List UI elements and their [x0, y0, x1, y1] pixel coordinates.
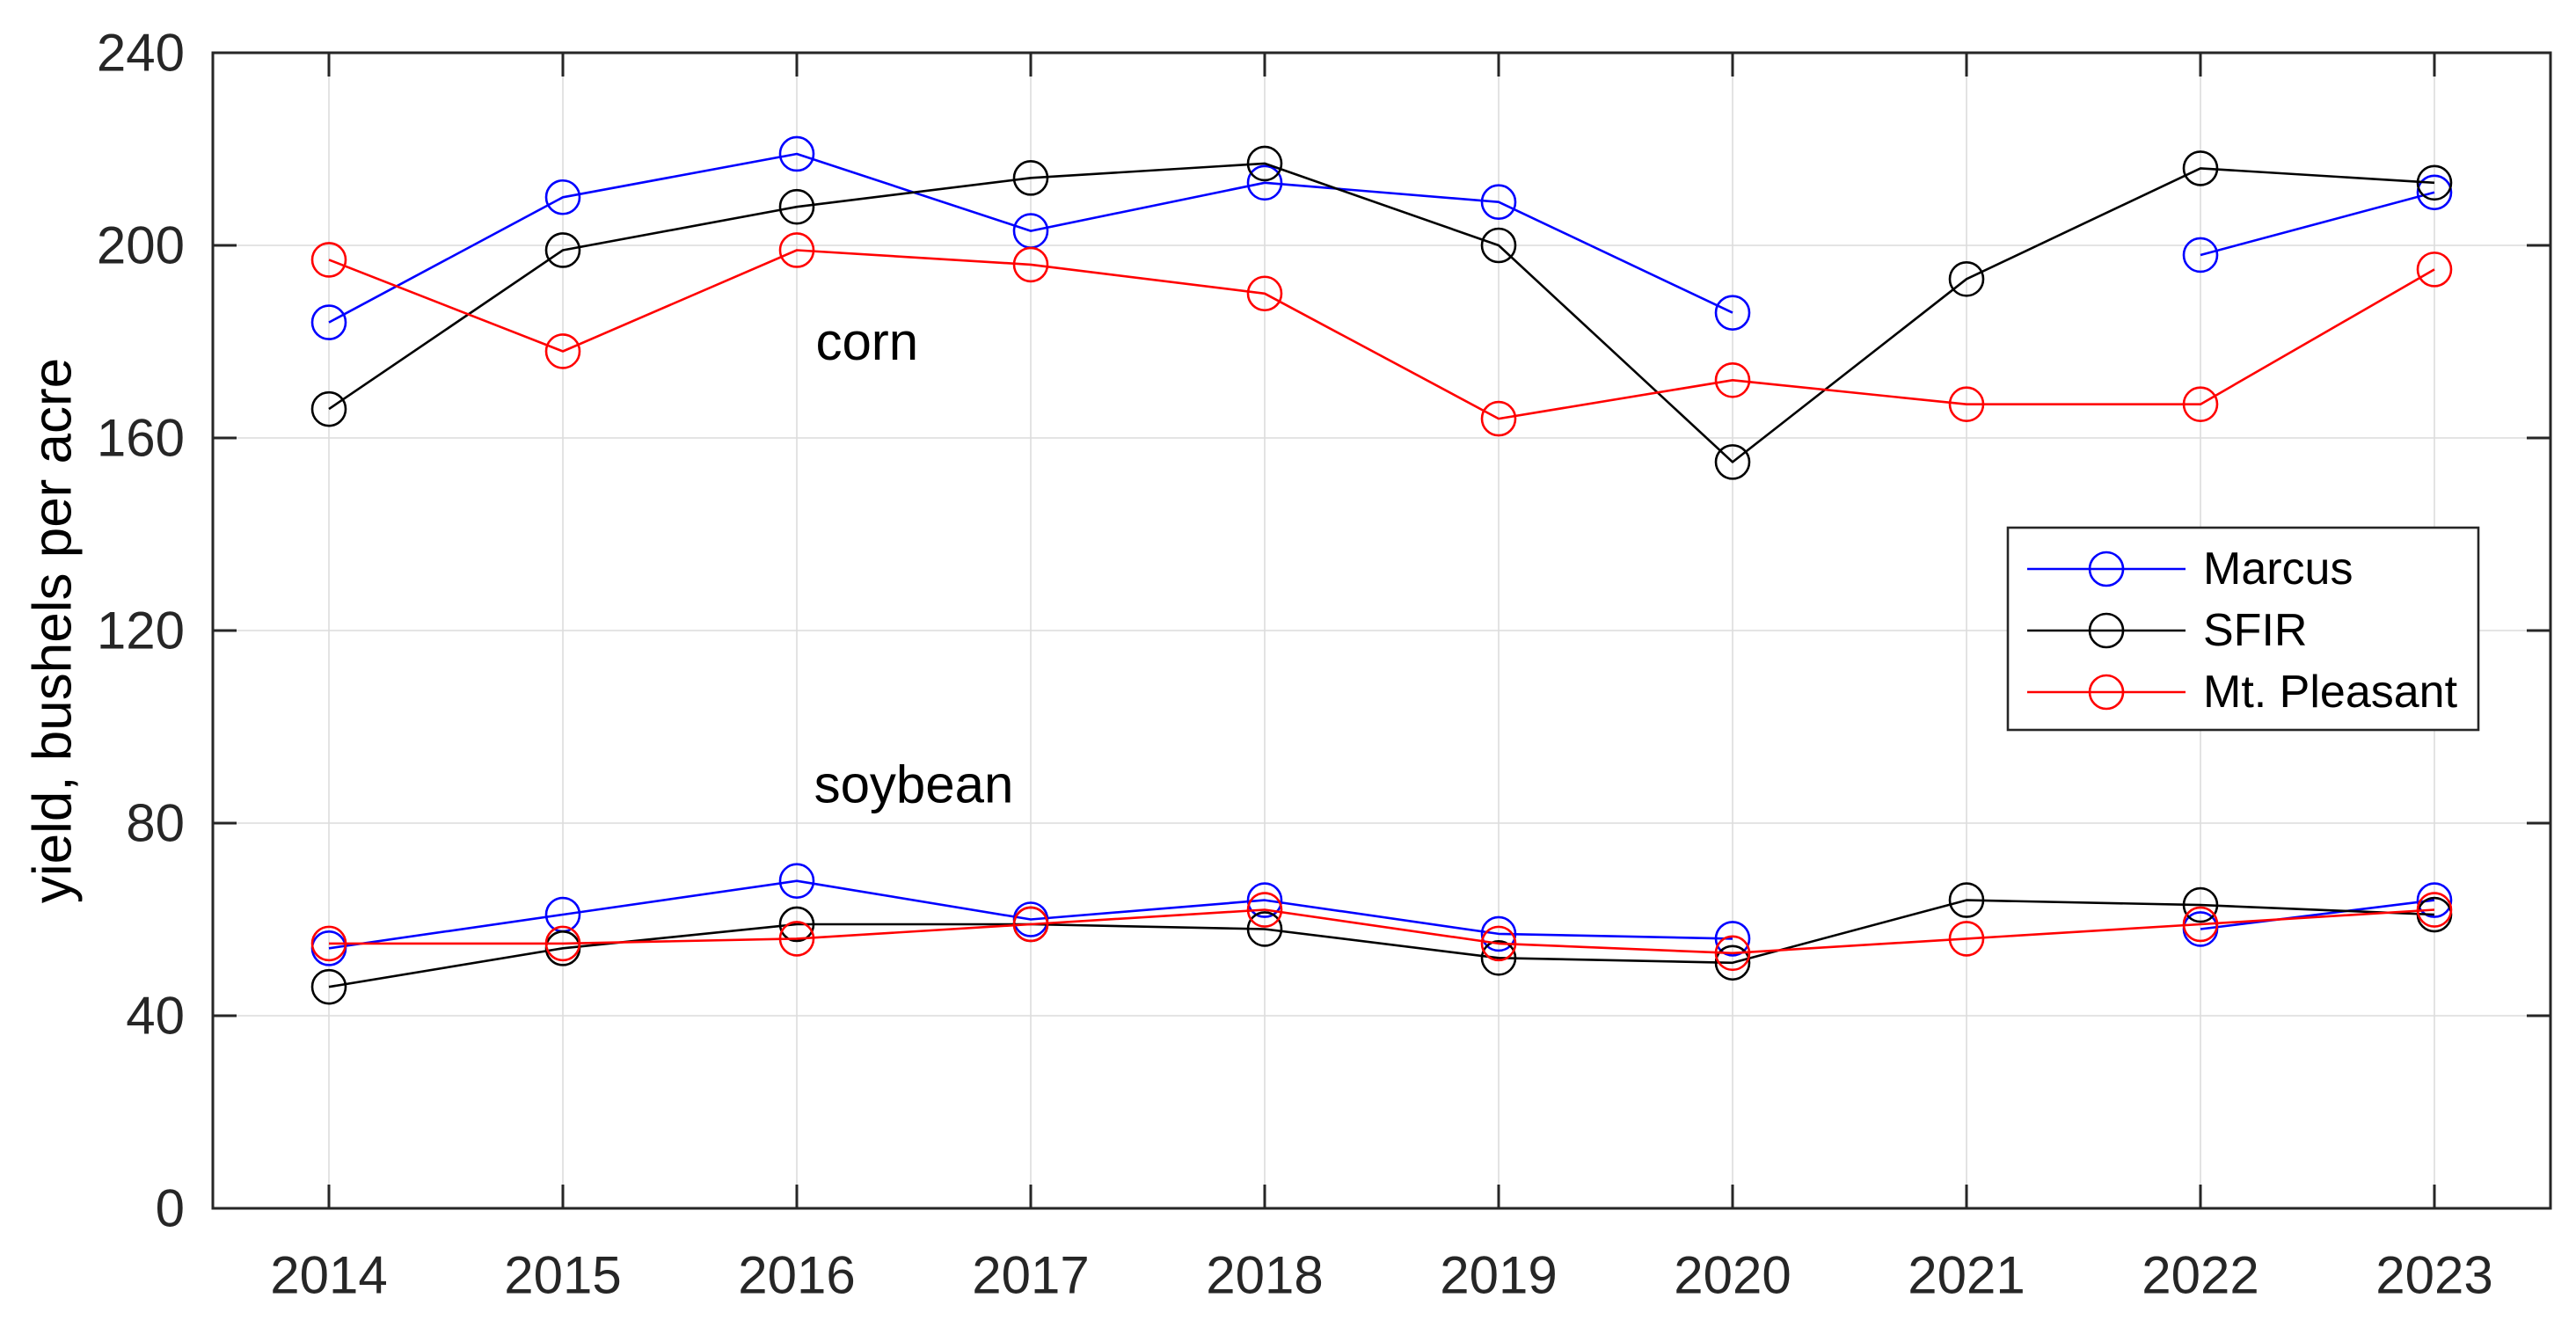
data-marker-marcus-soybean: [1714, 921, 1751, 957]
data-marker-mt-pleasant-soybean: [2416, 892, 2453, 928]
legend-label: Marcus: [2203, 543, 2353, 594]
y-tick-label: 160: [97, 409, 185, 468]
data-marker-sfir-corn: [1480, 227, 1517, 264]
data-marker-mt-pleasant-corn: [2182, 386, 2219, 422]
x-tick-label: 2018: [1206, 1246, 1323, 1305]
data-marker-marcus-soybean: [2416, 882, 2453, 918]
x-tick-label: 2020: [1674, 1246, 1791, 1305]
legend-marker: [2088, 612, 2125, 649]
legend-box: [2006, 526, 2480, 732]
data-marker-mt-pleasant-soybean: [1480, 925, 1517, 962]
y-tick-label: 0: [156, 1179, 185, 1238]
x-tick-label: 2022: [2142, 1246, 2259, 1305]
data-marker-mt-pleasant-corn: [1246, 275, 1283, 312]
data-marker-marcus-corn: [778, 135, 815, 172]
x-tick-label: 2015: [504, 1246, 621, 1305]
series-line-mt-pleasant-corn: [328, 249, 2435, 420]
data-marker-sfir-corn: [778, 188, 815, 225]
data-marker-marcus-corn: [1480, 184, 1517, 221]
data-marker-sfir-soybean: [1714, 944, 1751, 981]
x-tick-label: 2021: [1908, 1246, 2025, 1305]
data-marker-marcus-corn: [2416, 174, 2453, 211]
data-marker-sfir-corn: [2182, 150, 2219, 186]
data-marker-mt-pleasant-corn: [1714, 361, 1751, 398]
data-marker-mt-pleasant-soybean: [1948, 921, 1985, 957]
data-marker-sfir-corn: [1246, 145, 1283, 182]
data-marker-sfir-corn: [310, 390, 347, 427]
data-marker-mt-pleasant-soybean: [2182, 906, 2219, 943]
data-marker-sfir-corn: [1714, 444, 1751, 480]
data-marker-sfir-soybean: [310, 968, 347, 1005]
y-tick-label: 240: [97, 24, 185, 83]
data-marker-mt-pleasant-corn: [544, 333, 581, 369]
data-marker-mt-pleasant-corn: [2416, 252, 2453, 288]
data-marker-mt-pleasant-corn: [1948, 386, 1985, 422]
y-tick-label: 80: [126, 794, 185, 853]
data-marker-mt-pleasant-soybean: [778, 921, 815, 957]
series-line-sfir-corn: [328, 162, 2435, 463]
data-marker-marcus-soybean: [778, 863, 815, 900]
data-marker-mt-pleasant-corn: [310, 242, 347, 278]
data-marker-mt-pleasant-soybean: [544, 925, 581, 962]
data-marker-sfir-soybean: [1948, 882, 1985, 918]
data-marker-marcus-corn: [1714, 295, 1751, 331]
data-marker-mt-pleasant-soybean: [1714, 935, 1751, 972]
annotation-soybean: soybean: [814, 755, 1014, 814]
data-marker-mt-pleasant-corn: [1480, 400, 1517, 437]
data-marker-mt-pleasant-soybean: [1246, 892, 1283, 928]
x-tick-label: 2014: [270, 1246, 387, 1305]
y-tick-label: 40: [126, 987, 185, 1046]
legend-label: Mt. Pleasant: [2203, 667, 2458, 718]
y-tick-label: 120: [97, 602, 185, 660]
legend-label: SFIR: [2203, 605, 2307, 656]
data-marker-marcus-corn: [544, 179, 581, 215]
data-marker-sfir-soybean: [1246, 911, 1283, 947]
data-marker-mt-pleasant-soybean: [310, 925, 347, 962]
data-marker-mt-pleasant-soybean: [1012, 906, 1049, 943]
data-marker-sfir-corn: [2416, 164, 2453, 201]
data-marker-marcus-corn: [2182, 237, 2219, 273]
x-tick-label: 2023: [2375, 1246, 2492, 1305]
data-marker-mt-pleasant-corn: [778, 232, 815, 268]
legend-marker: [2088, 551, 2125, 587]
data-marker-sfir-soybean: [2182, 886, 2219, 923]
y-tick-label: 200: [97, 216, 185, 275]
series-line-marcus-soybean: [328, 879, 2435, 950]
y-axis-label: yield, bushels per acre: [23, 358, 84, 903]
legend-marker: [2088, 674, 2125, 711]
data-marker-marcus-corn: [1246, 164, 1283, 201]
data-marker-marcus-corn: [310, 304, 347, 340]
x-tick-label: 2016: [738, 1246, 855, 1305]
series-line-sfir-soybean: [328, 899, 2435, 988]
data-marker-sfir-soybean: [1480, 940, 1517, 976]
series-line-marcus-corn: [328, 152, 2435, 324]
data-marker-marcus-soybean: [1246, 882, 1283, 918]
data-marker-mt-pleasant-corn: [1012, 246, 1049, 283]
data-marker-sfir-corn: [544, 232, 581, 268]
data-marker-sfir-corn: [1948, 261, 1985, 297]
x-tick-label: 2019: [1440, 1246, 1557, 1305]
data-marker-marcus-soybean: [1480, 915, 1517, 952]
data-marker-sfir-corn: [1012, 160, 1049, 196]
annotation-corn: corn: [815, 312, 918, 371]
x-tick-label: 2017: [972, 1246, 1089, 1305]
series-line-mt-pleasant-soybean: [329, 908, 2435, 955]
data-marker-sfir-soybean: [778, 906, 815, 943]
